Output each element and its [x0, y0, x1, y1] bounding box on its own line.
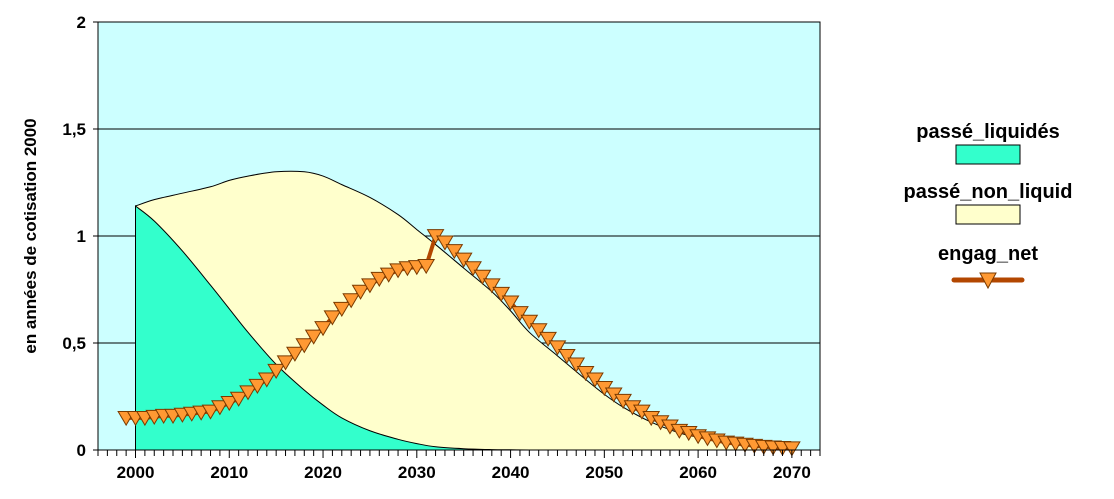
- marker-point: [436, 235, 454, 251]
- marker-point: [557, 348, 576, 365]
- legend-swatch: [955, 204, 1021, 225]
- marker-point: [567, 357, 586, 373]
- x-tick-label: 2060: [679, 463, 717, 482]
- x-tick-label: 2010: [210, 463, 248, 482]
- marker-point: [548, 340, 567, 356]
- marker-point: [323, 310, 342, 326]
- marker-point: [239, 385, 257, 401]
- marker-point: [276, 355, 295, 371]
- marker-point: [342, 293, 361, 309]
- marker-point: [314, 321, 332, 337]
- y-tick-label: 0: [77, 441, 86, 460]
- marker-point: [445, 244, 464, 260]
- marker-point: [501, 295, 520, 311]
- x-tick-label: 2040: [492, 463, 530, 482]
- x-tick-label: 2050: [585, 463, 623, 482]
- x-tick-label: 2000: [117, 463, 155, 482]
- marker-point: [351, 284, 370, 300]
- marker-point: [482, 278, 501, 294]
- marker-point: [267, 363, 286, 380]
- marker-point: [464, 261, 482, 277]
- y-tick-label: 2: [77, 13, 86, 32]
- marker-point: [220, 396, 239, 412]
- marker-point: [417, 259, 436, 275]
- y-tick-label: 1,5: [62, 120, 86, 139]
- x-tick-label: 2030: [398, 463, 436, 482]
- marker-point: [370, 271, 389, 287]
- marker-point: [248, 378, 267, 394]
- marker-point: [782, 441, 801, 457]
- marker-point: [361, 278, 379, 294]
- marker-point: [332, 301, 351, 317]
- y-axis-label: en années de cotisation 2000: [21, 118, 40, 353]
- marker-point: [539, 331, 557, 347]
- y-tick-label: 1: [77, 227, 86, 246]
- marker-point: [379, 267, 398, 283]
- legend-label: engag_net: [938, 243, 1038, 265]
- marker-point: [586, 372, 604, 388]
- marker-point: [201, 404, 220, 420]
- marker-point: [229, 391, 248, 407]
- marker-point: [295, 338, 314, 354]
- axes: 0 0,5 1 1,5 2 2000 2010 2020 2030 2040 2050 2060 207…: [62, 13, 821, 482]
- marker-point: [389, 263, 407, 279]
- marker-point: [473, 269, 492, 285]
- legend-label: passé_liquidés: [916, 121, 1059, 143]
- marker-point: [529, 323, 548, 339]
- marker-point: [304, 329, 323, 345]
- line-series: [117, 229, 801, 457]
- marker-point: [511, 306, 529, 322]
- x-tick-label: 2070: [773, 463, 811, 482]
- marker-point: [286, 346, 304, 362]
- legend: passé_liquidés passé_non_liquid engag_net: [904, 121, 1073, 290]
- x-tick-label: 2020: [304, 463, 342, 482]
- legend-swatch: [955, 144, 1021, 165]
- legend-label: passé_non_liquid: [904, 181, 1073, 203]
- y-tick-label: 0,5: [62, 334, 86, 353]
- legend-marker: [979, 272, 997, 290]
- marker-point: [211, 400, 229, 416]
- marker-point: [492, 286, 511, 302]
- marker-point: [520, 314, 539, 330]
- marker-point: [257, 372, 276, 388]
- marker-point: [454, 252, 473, 268]
